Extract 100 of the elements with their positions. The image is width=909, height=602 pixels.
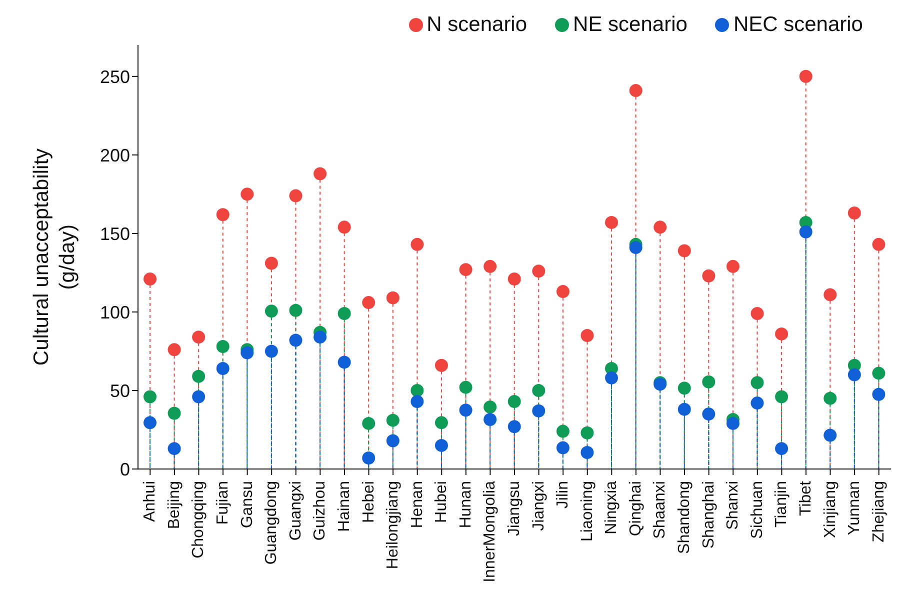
point [289, 334, 302, 347]
point [410, 394, 424, 408]
y-tick-label: 200 [100, 145, 130, 166]
point [799, 70, 812, 83]
point [289, 304, 302, 317]
point [484, 260, 497, 273]
point [556, 424, 570, 438]
point [605, 371, 618, 384]
point [799, 225, 812, 238]
point [216, 340, 230, 354]
point [702, 408, 716, 421]
point [750, 376, 764, 390]
x-tick-label: Tianjin [773, 481, 790, 528]
point [386, 434, 400, 448]
x-tick-label: Shanghai [700, 481, 718, 549]
x-tick-label: Shaanxi [652, 481, 669, 539]
y-axis-title: Cultural unacceptability (g/day) [30, 148, 79, 366]
point [434, 438, 448, 452]
point [872, 366, 886, 380]
point [168, 343, 181, 356]
point [192, 390, 206, 404]
point [434, 358, 448, 372]
y-tick-label: 100 [100, 302, 130, 322]
x-tick-label: Gansu [238, 481, 256, 528]
y-tick-label: 250 [100, 66, 130, 87]
x-tick-label: Hebei [360, 481, 378, 523]
x-tick-label: Sichuan [748, 481, 766, 539]
point [654, 220, 667, 234]
point [848, 206, 861, 220]
x-tick-label: Jiangsu [506, 481, 523, 536]
point [338, 307, 351, 320]
point [362, 296, 376, 310]
point [264, 344, 278, 358]
x-tick-label: Anhui [142, 481, 159, 522]
legend-label: NE scenario [573, 13, 688, 36]
point [750, 307, 764, 320]
x-tick-label: Guizhou [312, 481, 329, 541]
point [605, 216, 618, 229]
x-tick-label: Henan [408, 481, 426, 528]
x-tick-label: Yunnan [846, 481, 864, 536]
point [484, 413, 497, 426]
point [532, 384, 546, 397]
y-tick-label: 50 [110, 380, 130, 401]
x-tick-label: Guangdong [263, 481, 280, 565]
point [362, 416, 376, 430]
point [216, 208, 230, 222]
point [459, 380, 472, 394]
x-tick-label: Fujian [214, 481, 232, 525]
x-tick-label: Tibet [797, 480, 814, 516]
point [556, 441, 570, 454]
x-tick-label: Chongqing [190, 481, 208, 558]
point [872, 238, 886, 251]
point [580, 426, 594, 440]
point [678, 382, 691, 395]
point [240, 346, 254, 360]
point [168, 406, 181, 420]
point [824, 428, 837, 442]
point [192, 330, 206, 344]
point [192, 370, 206, 383]
point [410, 238, 424, 251]
point [144, 416, 156, 430]
legend-label: NEC scenario [733, 13, 863, 36]
point [144, 272, 156, 286]
x-tick-label: Zhejiang [870, 481, 888, 542]
point [144, 390, 156, 404]
point [872, 388, 886, 401]
x-tick-label: Shandong [676, 481, 694, 554]
point [240, 188, 254, 201]
x-tick-label: Qinghai [627, 481, 644, 536]
x-tick-label: Hunan [457, 481, 474, 528]
point [702, 269, 716, 282]
point [168, 442, 181, 456]
legend-label: N scenario [426, 13, 528, 36]
point [410, 384, 424, 397]
x-tick-label: Hubei [433, 481, 450, 523]
point [386, 291, 400, 304]
x-tick-label: Jilin [554, 481, 572, 509]
x-tick-label: Ningxia [603, 480, 620, 534]
x-tick-label: InnerMongolia [482, 480, 499, 582]
point [434, 416, 448, 430]
point [775, 327, 788, 340]
point [629, 84, 642, 98]
point [459, 404, 472, 417]
point [629, 241, 642, 254]
y-tick-label: 150 [100, 224, 130, 244]
point [678, 402, 691, 416]
point [338, 356, 351, 369]
point [580, 329, 594, 342]
point [264, 304, 278, 318]
point [484, 400, 497, 414]
point [362, 452, 376, 465]
x-tick-label: Xinjiang [822, 481, 839, 538]
x-tick-label: Liaoning [578, 481, 596, 542]
point [848, 368, 861, 382]
x-tick-label: Guangxi [287, 481, 304, 541]
point [508, 420, 521, 434]
point [580, 446, 594, 460]
point [726, 260, 740, 273]
point [556, 285, 570, 298]
point [532, 404, 546, 418]
